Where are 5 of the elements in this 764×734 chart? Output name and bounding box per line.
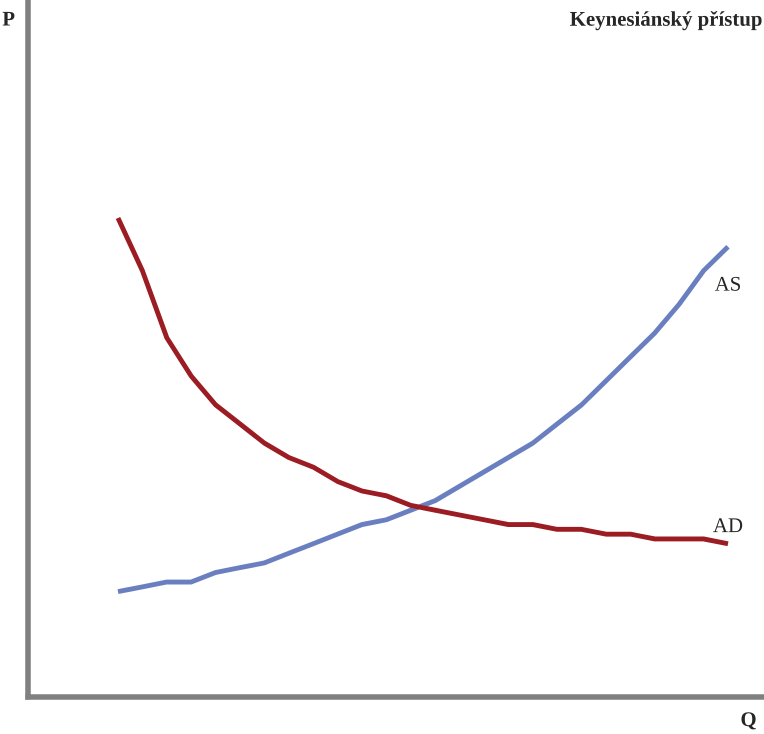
text: P: [2, 12, 14, 26]
x-axis-title: Q: [741, 712, 756, 730]
chart-title: Keynesiánský přístup: [570, 11, 762, 30]
series-label: AD: [713, 518, 742, 532]
series-label: AS: [714, 276, 740, 291]
